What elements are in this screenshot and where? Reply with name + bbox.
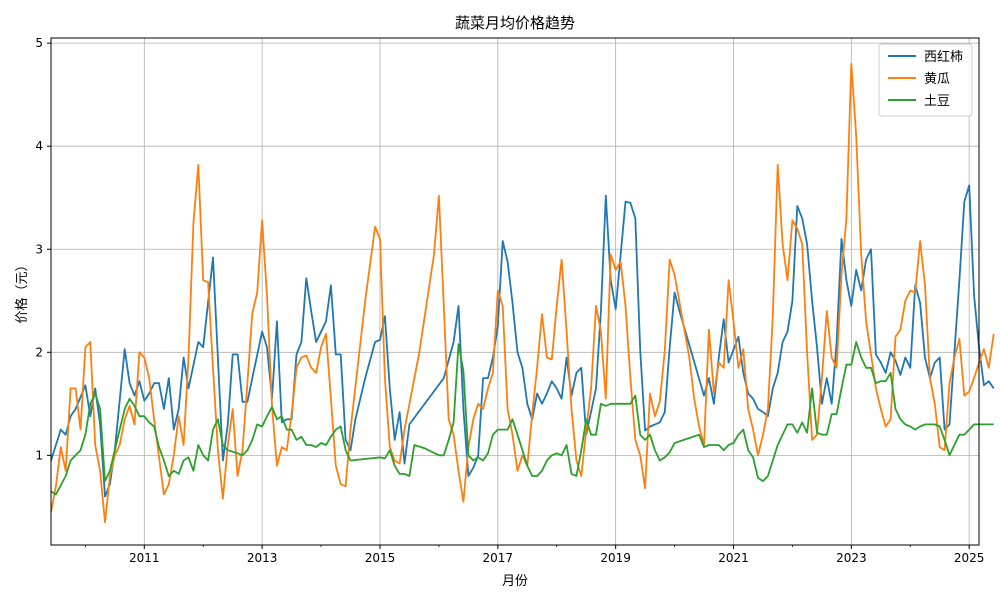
y-axis-title: 价格（元） bbox=[14, 258, 30, 323]
legend-label: 黄瓜 bbox=[924, 72, 950, 87]
x-axis-title: 月份 bbox=[502, 574, 528, 589]
series-line-2 bbox=[50, 62, 995, 524]
legend-label: 西红柿 bbox=[924, 49, 963, 65]
plot-frame bbox=[50, 37, 980, 546]
x-tick-label: 2011 bbox=[129, 551, 160, 565]
y-tick-label: 4 bbox=[35, 139, 43, 153]
series-line-3 bbox=[50, 341, 994, 496]
x-tick-label: 2025 bbox=[954, 551, 985, 565]
x-axis-ticks: 2011 2013 2015 2017 2019 2021 2023 2025 bbox=[84, 545, 985, 565]
chart-title: 蔬菜月均价格趋势 bbox=[455, 14, 575, 32]
legend-label: 土豆 bbox=[924, 94, 950, 109]
y-tick-label: 3 bbox=[35, 242, 43, 256]
legend-box bbox=[878, 43, 973, 117]
y-axis-ticks: 1 2 3 4 5 bbox=[35, 36, 51, 462]
x-tick-label: 2023 bbox=[836, 551, 867, 565]
x-tick-label: 2013 bbox=[247, 551, 278, 565]
y-tick-label: 5 bbox=[35, 36, 43, 50]
x-tick-label: 2015 bbox=[365, 551, 396, 565]
y-tick-label: 2 bbox=[35, 345, 43, 359]
series-line-1 bbox=[50, 184, 995, 498]
x-tick-label: 2019 bbox=[600, 551, 631, 565]
plot-background bbox=[51, 38, 979, 545]
y-tick-label: 1 bbox=[35, 448, 43, 462]
series-lines bbox=[50, 62, 995, 524]
x-tick-label: 2021 bbox=[718, 551, 749, 565]
x-tick-label: 2017 bbox=[483, 551, 514, 565]
